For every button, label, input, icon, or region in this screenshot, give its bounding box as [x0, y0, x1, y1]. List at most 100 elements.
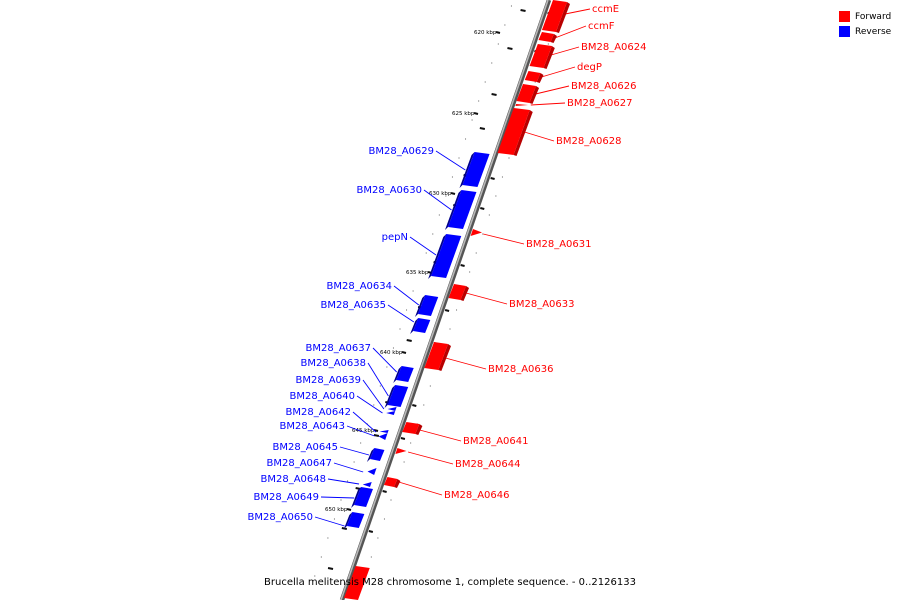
leader-line-bm28-a0630	[423, 189, 452, 211]
gene-shape-side	[529, 86, 540, 104]
leader-line-bm28-a0624	[550, 46, 580, 56]
marker-tick-right	[382, 490, 387, 493]
gene-shape-side	[366, 448, 375, 462]
gene-label-bm28-a0643[interactable]: BM28_A0643	[279, 421, 345, 432]
gene-shape	[524, 71, 541, 82]
legend-label-forward: Forward	[855, 11, 892, 22]
leader-line-bm28-a0650	[314, 516, 345, 527]
gene-degp[interactable]	[524, 71, 544, 83]
tick-mark-630	[450, 192, 456, 195]
gene-bm28-a0638[interactable]	[384, 385, 409, 408]
gene-shape	[362, 482, 372, 487]
gene-label-bm28-a0646[interactable]: BM28_A0646	[444, 490, 510, 501]
leader-line-bm28-a0631	[483, 233, 525, 245]
gene-shape	[367, 468, 377, 475]
gene-label-bm28-a0647[interactable]: BM28_A0647	[266, 458, 332, 469]
gene-shape-side	[393, 366, 402, 383]
map-caption: Brucella melitensis M28 chromosome 1, co…	[264, 577, 636, 588]
gene-label-bm28-a0642[interactable]: BM28_A0642	[285, 407, 351, 418]
gene-label-bm28-a0627[interactable]: BM28_A0627	[567, 98, 633, 109]
gene-bm28-a0630[interactable]	[444, 190, 477, 230]
gene-label-ccmf[interactable]: ccmF	[588, 21, 615, 32]
gene-label-bm28-a0629[interactable]: BM28_A0629	[368, 146, 434, 157]
gene-label-bm28-a0626[interactable]: BM28_A0626	[571, 81, 637, 92]
gene-shape	[516, 84, 537, 103]
gene-shape	[470, 229, 482, 236]
leader-line-bm28-a0649	[320, 496, 355, 499]
gene-label-bm28-a0634[interactable]: BM28_A0634	[326, 281, 392, 292]
gene-bm28-a0628[interactable]	[497, 108, 533, 156]
legend: Forward Reverse	[839, 9, 891, 39]
gene-label-bm28-a0645[interactable]: BM28_A0645	[272, 442, 338, 453]
gene-bm28-a0643[interactable]	[378, 433, 388, 440]
gene-label-bm28-a0639[interactable]: BM28_A0639	[295, 375, 361, 386]
gene-bm28-a0647[interactable]	[367, 468, 377, 475]
gene-shape	[538, 32, 554, 42]
gene-partial-bottom[interactable]	[344, 566, 370, 600]
gene-label-pepn[interactable]: pepN	[382, 232, 408, 243]
gene-bm28-a0646[interactable]	[383, 477, 401, 488]
marker-tick-right	[412, 404, 417, 407]
gene-shape	[541, 0, 567, 32]
leader-line-bm28-a0626	[535, 85, 570, 95]
gene-bm28-a0639[interactable]	[387, 407, 397, 411]
gene-label-bm28-a0635[interactable]: BM28_A0635	[320, 300, 386, 311]
gene-shape	[515, 104, 529, 106]
gene-label-bm28-a0631[interactable]: BM28_A0631	[526, 239, 592, 250]
gene-bm28-a0641[interactable]	[402, 422, 423, 435]
gene-shape	[462, 152, 490, 187]
tick-mark-645	[373, 429, 379, 432]
gene-bm28-a0624[interactable]	[529, 44, 555, 69]
leader-line-bm28-a0627	[530, 102, 566, 106]
gene-shape	[402, 422, 420, 434]
gene-bm28-a0633[interactable]	[448, 284, 470, 301]
gene-label-bm28-a0648[interactable]: BM28_A0648	[260, 474, 326, 485]
leader-line-bm28-a0640	[356, 395, 383, 414]
leader-line-degp	[541, 66, 576, 78]
gene-bm28-a0635[interactable]	[410, 318, 431, 334]
marker-tick-right	[480, 207, 485, 210]
gene-label-bm28-a0624[interactable]: BM28_A0624	[581, 42, 647, 53]
gene-label-bm28-a0644[interactable]: BM28_A0644	[455, 459, 521, 470]
gene-bm28-a0644[interactable]	[395, 448, 407, 454]
gene-bm28-a0648[interactable]	[362, 482, 372, 487]
gene-bm28-a0627[interactable]	[515, 104, 529, 106]
backbone-shadow	[339, 0, 552, 600]
tick-mark-625	[473, 112, 479, 115]
gene-shape	[387, 407, 397, 411]
gene-ccmf[interactable]	[538, 32, 557, 43]
gene-label-bm28-a0637[interactable]: BM28_A0637	[305, 343, 371, 354]
gene-bm28-a0649[interactable]	[351, 487, 373, 508]
gene-bm28-a0640[interactable]	[386, 411, 396, 415]
leader-line-ccmf	[554, 25, 587, 39]
gene-label-bm28-a0628[interactable]: BM28_A0628	[556, 136, 622, 147]
gene-label-ccme[interactable]: ccmE	[592, 4, 619, 15]
gene-ccme[interactable]	[541, 0, 570, 33]
gene-bm28-a0629[interactable]	[459, 152, 490, 188]
gene-label-bm28-a0630[interactable]: BM28_A0630	[356, 185, 422, 196]
gene-label-bm28-a0649[interactable]: BM28_A0649	[253, 492, 319, 503]
gene-label-degp[interactable]: degP	[577, 62, 602, 73]
gene-pepn[interactable]	[428, 234, 462, 279]
gene-bm28-a0642[interactable]	[379, 430, 389, 433]
marker-tick-left	[491, 93, 497, 96]
gene-label-bm28-a0641[interactable]: BM28_A0641	[463, 436, 529, 447]
gene-label-bm28-a0636[interactable]: BM28_A0636	[488, 364, 554, 375]
gene-bm28-a0645[interactable]	[366, 448, 385, 462]
gene-bm28-a0650[interactable]	[343, 512, 365, 529]
gene-label-bm28-a0640[interactable]: BM28_A0640	[289, 391, 355, 402]
gene-shape-side	[428, 234, 447, 279]
gene-bm28-a0634[interactable]	[414, 295, 439, 317]
gene-shape	[369, 448, 385, 461]
marker-tick-left	[373, 434, 380, 437]
gene-label-bm28-a0633[interactable]: BM28_A0633	[509, 299, 575, 310]
tick-mark-640	[401, 351, 407, 354]
gene-bm28-a0636[interactable]	[424, 342, 452, 371]
gene-shape	[448, 284, 467, 300]
gene-label-bm28-a0638[interactable]: BM28_A0638	[300, 358, 366, 369]
gene-bm28-a0637[interactable]	[393, 366, 414, 383]
gene-bm28-a0631[interactable]	[470, 229, 482, 236]
gene-shape	[387, 385, 409, 407]
gene-label-bm28-a0650[interactable]: BM28_A0650	[247, 512, 313, 523]
gene-bm28-a0626[interactable]	[516, 84, 540, 104]
